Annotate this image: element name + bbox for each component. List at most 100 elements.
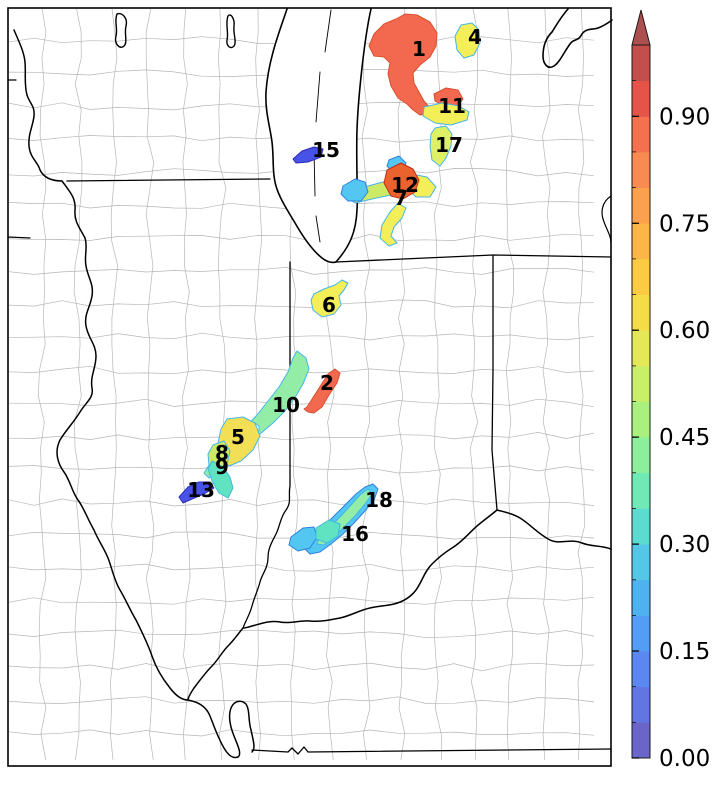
county-line bbox=[9, 596, 595, 605]
colorbar-arrow bbox=[631, 9, 651, 46]
colorbar-segment bbox=[632, 544, 650, 581]
storm-object-18 bbox=[288, 526, 318, 552]
storm-object-label-5: 5 bbox=[231, 425, 245, 449]
storm-object-12 bbox=[379, 202, 407, 247]
storm-object-label-6: 6 bbox=[322, 293, 336, 317]
lake-winnebago bbox=[114, 12, 128, 48]
lake-michigan-east-shore bbox=[335, 8, 372, 263]
colorbar-tick-label: 0.75 bbox=[659, 211, 710, 237]
county-line bbox=[542, 9, 551, 761]
colorbar: 0.90 0.75 0.60 0.45 0.30 0.15 0.00 bbox=[631, 9, 710, 772]
storm-object-4 bbox=[454, 22, 481, 59]
storm-object-label-16: 16 bbox=[341, 522, 369, 546]
colorbar-tick-label: 0.15 bbox=[659, 639, 710, 665]
county-line bbox=[9, 233, 595, 243]
storm-object-15 bbox=[292, 146, 324, 164]
storm-object-label-11: 11 bbox=[438, 94, 466, 118]
in-oh-border bbox=[491, 255, 498, 511]
county-line bbox=[397, 9, 406, 761]
colorbar-segment bbox=[632, 437, 650, 474]
colorbar-segment bbox=[632, 187, 650, 224]
colorbar-tick-label: 0.60 bbox=[659, 318, 710, 344]
storm-object-label-7: 7 bbox=[394, 186, 408, 210]
storm-object-label-18: 18 bbox=[365, 488, 393, 512]
county-line bbox=[110, 9, 119, 761]
lakes bbox=[114, 8, 613, 264]
colorbar-segment bbox=[632, 294, 650, 331]
lake-michigan-fill bbox=[265, 9, 371, 263]
county-line bbox=[73, 9, 83, 761]
storm-object-label-15: 15 bbox=[312, 138, 340, 162]
county-line bbox=[9, 267, 595, 275]
colorbar-tick-label: 0.00 bbox=[659, 746, 710, 772]
colorbar-segment bbox=[632, 651, 650, 688]
county-line bbox=[217, 9, 227, 761]
mississippi-bend bbox=[187, 699, 255, 759]
storm-object-label-1: 1 bbox=[412, 37, 426, 61]
colorbar-tick-label: 0.90 bbox=[659, 104, 710, 130]
colorbar-segment bbox=[632, 615, 650, 652]
storm-objects bbox=[178, 13, 481, 555]
county-line bbox=[9, 464, 595, 474]
colorbar-segment bbox=[632, 151, 650, 188]
wi-il-border bbox=[66, 178, 271, 182]
storm-object-label-17: 17 bbox=[435, 133, 463, 157]
county-line bbox=[9, 662, 595, 672]
colorbar-segment bbox=[632, 80, 650, 117]
storm-object-label-9: 9 bbox=[215, 455, 229, 479]
storm-object-11 bbox=[433, 87, 464, 108]
storm-object-12 bbox=[340, 178, 369, 202]
county-line bbox=[9, 332, 595, 341]
storm-object-9 bbox=[207, 460, 234, 499]
colorbar-tick-label: 0.45 bbox=[659, 425, 710, 451]
colorbar-segment bbox=[632, 365, 650, 402]
storm-object-2 bbox=[303, 368, 341, 414]
storm-object-1 bbox=[368, 13, 438, 116]
storm-object-11 bbox=[422, 102, 470, 126]
county-line bbox=[505, 9, 514, 761]
state-borders bbox=[7, 29, 612, 759]
county-line bbox=[361, 9, 371, 761]
storm-object-6 bbox=[310, 279, 349, 318]
county-line bbox=[9, 696, 595, 704]
county-line bbox=[9, 498, 595, 507]
colorbar-segment bbox=[632, 223, 650, 260]
left-border-stub-2 bbox=[7, 236, 31, 239]
colorbar-segment bbox=[632, 258, 650, 295]
colorbar-segment bbox=[632, 579, 650, 616]
county-line bbox=[182, 9, 191, 761]
county-line bbox=[145, 9, 155, 761]
il-in-border bbox=[242, 261, 291, 629]
county-line bbox=[9, 398, 595, 408]
colorbar-segment bbox=[632, 722, 650, 759]
storm-object-label-4: 4 bbox=[468, 25, 482, 49]
storm-object-label-10: 10 bbox=[272, 393, 300, 417]
county-line bbox=[577, 9, 585, 761]
county-line bbox=[9, 629, 595, 639]
county-line bbox=[254, 9, 263, 761]
mississippi-river bbox=[13, 29, 189, 701]
michigan-coast bbox=[542, 8, 613, 69]
colorbar-segment bbox=[632, 45, 650, 82]
colorbar-segment bbox=[632, 330, 650, 367]
county-line bbox=[9, 432, 595, 441]
county-line bbox=[469, 9, 479, 761]
colorbar-segment bbox=[632, 686, 650, 723]
storm-object-12 bbox=[383, 162, 420, 200]
storm-object-label-12: 12 bbox=[391, 173, 419, 197]
county-line bbox=[9, 563, 595, 572]
ky-tn-border bbox=[251, 746, 612, 755]
storm-object-13 bbox=[178, 481, 215, 504]
storm-object-16 bbox=[315, 519, 341, 544]
colorbar-tick-label: 0.30 bbox=[659, 532, 710, 558]
storm-object-17 bbox=[429, 125, 453, 167]
small-lake bbox=[226, 14, 236, 49]
county-line bbox=[37, 9, 47, 761]
colorbar-segment bbox=[632, 116, 650, 153]
storm-object-label-8: 8 bbox=[215, 441, 229, 465]
storm-object-label-2: 2 bbox=[320, 371, 334, 395]
